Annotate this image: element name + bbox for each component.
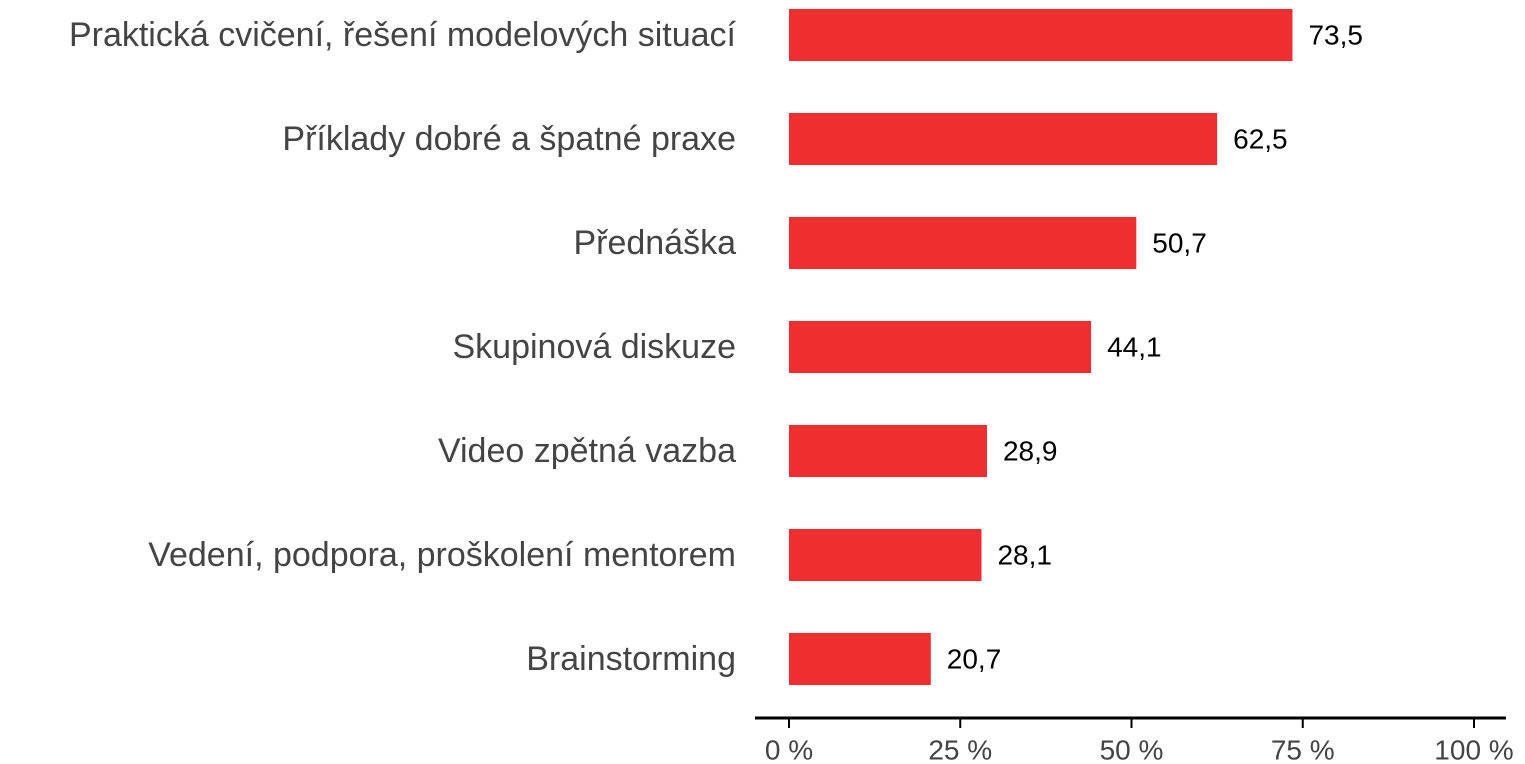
value-label: 62,5 <box>1233 123 1288 154</box>
value-label: 20,7 <box>947 643 1002 674</box>
category-label: Brainstorming <box>526 640 736 678</box>
bar <box>789 113 1218 165</box>
value-label: 28,1 <box>997 539 1052 570</box>
category-label: Video zpětná vazba <box>438 432 736 470</box>
x-tick-label: 25 % <box>928 734 992 764</box>
category-label: Praktická cvičení, řešení modelových sit… <box>69 16 737 54</box>
value-label: 50,7 <box>1152 227 1207 258</box>
x-tick-label: 100 % <box>1434 734 1513 764</box>
x-tick-label: 50 % <box>1100 734 1164 764</box>
bar <box>789 9 1293 61</box>
x-tick-label: 0 % <box>765 734 813 764</box>
x-tick-label: 75 % <box>1271 734 1335 764</box>
value-label: 28,9 <box>1003 435 1058 466</box>
category-label: Přednáška <box>573 224 736 262</box>
bar <box>789 217 1137 269</box>
bar <box>789 529 982 581</box>
value-label: 44,1 <box>1107 331 1162 362</box>
category-label: Příklady dobré a špatné praxe <box>282 120 736 158</box>
bar <box>789 633 931 685</box>
category-label: Vedení, podpora, proškolení mentorem <box>148 536 736 574</box>
bar <box>789 321 1092 373</box>
category-label: Skupinová diskuze <box>452 328 736 366</box>
bar <box>789 425 987 477</box>
value-label: 73,5 <box>1308 19 1363 50</box>
